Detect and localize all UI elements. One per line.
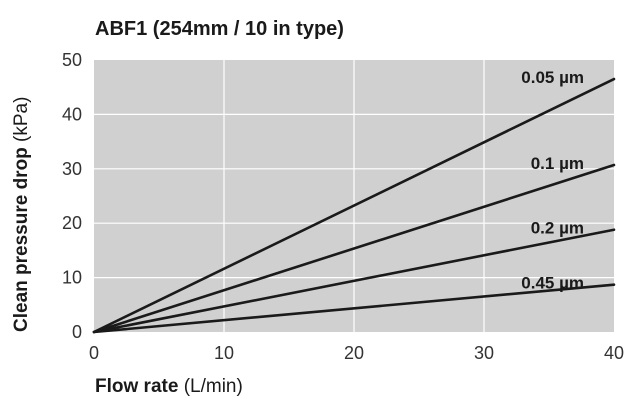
grid-lines bbox=[94, 60, 614, 332]
series-line bbox=[92, 77, 616, 334]
x-tick-label: 10 bbox=[214, 343, 234, 363]
y-axis-label: Clean pressure drop (kPa) bbox=[11, 97, 32, 332]
y-tick-label: 0 bbox=[72, 322, 82, 342]
series-line bbox=[92, 228, 616, 334]
y-tick-label: 30 bbox=[62, 159, 82, 179]
y-tick-labels: 0 10 20 30 40 50 bbox=[62, 50, 82, 342]
y-tick-label: 50 bbox=[62, 50, 82, 70]
x-axis-label-main: Flow rate bbox=[95, 376, 178, 397]
series-labels: 0.05 µm 0.1 µm 0.2 µm 0.45 µm bbox=[521, 68, 584, 293]
x-tick-label: 0 bbox=[89, 343, 99, 363]
y-tick-label: 20 bbox=[62, 213, 82, 233]
x-axis-label: Flow rate (L/min) bbox=[95, 376, 243, 397]
y-tick-label: 10 bbox=[62, 268, 82, 288]
y-axis-label-main: Clean pressure drop bbox=[11, 147, 32, 332]
series-label: 0.2 µm bbox=[531, 219, 584, 238]
series-label: 0.05 µm bbox=[521, 68, 584, 87]
x-tick-label: 40 bbox=[604, 343, 624, 363]
series-lines bbox=[92, 77, 616, 334]
series-label: 0.1 µm bbox=[531, 154, 584, 173]
chart-title: ABF1 (254mm / 10 in type) bbox=[95, 18, 344, 40]
series-line bbox=[92, 163, 616, 334]
y-tick-label: 40 bbox=[62, 104, 82, 124]
series-line bbox=[92, 283, 616, 334]
x-tick-label: 30 bbox=[474, 343, 494, 363]
y-axis-label-unit: (kPa) bbox=[11, 97, 32, 142]
series-label: 0.45 µm bbox=[521, 274, 584, 293]
x-tick-labels: 0 10 20 30 40 bbox=[89, 343, 624, 363]
x-axis-label-unit: (L/min) bbox=[184, 376, 243, 397]
x-tick-label: 20 bbox=[344, 343, 364, 363]
